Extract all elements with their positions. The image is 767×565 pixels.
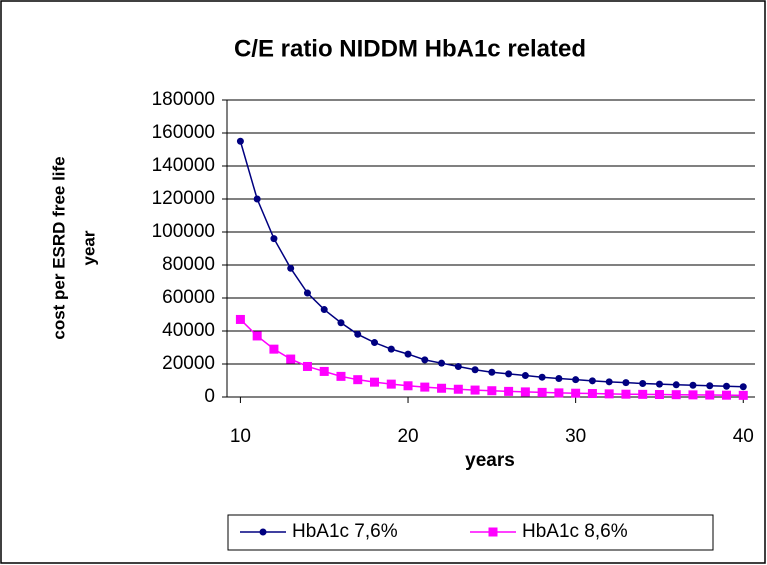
- marker: [252, 331, 262, 341]
- marker: [471, 366, 479, 374]
- chart-title: C/E ratio NIDDM HbA1c related: [234, 35, 586, 62]
- marker: [453, 384, 463, 394]
- marker: [621, 389, 631, 399]
- legend-label: HbA1c 7,6%: [292, 521, 398, 542]
- marker: [622, 379, 630, 387]
- marker: [521, 372, 529, 380]
- y-tick-label: 0: [204, 386, 215, 407]
- marker: [554, 388, 564, 398]
- marker: [505, 370, 513, 378]
- marker: [370, 377, 380, 387]
- y-tick-label: 40000: [162, 320, 215, 341]
- marker: [572, 376, 580, 384]
- marker: [538, 373, 546, 381]
- marker: [722, 390, 732, 400]
- x-axis-label: years: [465, 450, 515, 471]
- marker: [706, 382, 714, 390]
- marker: [269, 344, 279, 354]
- marker: [537, 387, 547, 397]
- marker: [387, 345, 395, 353]
- marker: [420, 382, 430, 392]
- marker: [688, 390, 698, 400]
- marker: [353, 375, 363, 385]
- y-tick-label: 120000: [152, 188, 215, 209]
- marker: [655, 380, 663, 388]
- legend-marker: [259, 528, 267, 536]
- x-tick-label: 40: [733, 426, 754, 447]
- marker: [319, 366, 329, 376]
- legend-marker: [488, 527, 498, 537]
- y-tick-label: 160000: [152, 122, 215, 143]
- marker: [236, 137, 244, 145]
- marker: [605, 378, 613, 386]
- marker: [438, 359, 446, 367]
- marker: [689, 381, 697, 389]
- x-tick-label: 20: [397, 426, 418, 447]
- legend-label: HbA1c 8,6%: [522, 521, 628, 542]
- marker: [303, 289, 311, 297]
- marker: [738, 390, 748, 400]
- marker: [672, 381, 680, 389]
- marker: [705, 390, 715, 400]
- y-tick-label: 80000: [162, 254, 215, 275]
- marker: [470, 385, 480, 395]
- marker: [555, 375, 563, 383]
- y-tick-label: 20000: [162, 353, 215, 374]
- marker: [723, 382, 731, 390]
- marker: [571, 388, 581, 398]
- marker: [520, 387, 530, 397]
- marker: [403, 381, 413, 391]
- marker: [286, 354, 296, 364]
- marker: [588, 377, 596, 385]
- marker: [638, 389, 648, 399]
- marker: [487, 386, 497, 396]
- y-tick-label: 180000: [152, 89, 215, 110]
- marker: [421, 356, 429, 364]
- marker: [253, 195, 261, 203]
- marker: [654, 390, 664, 400]
- marker: [386, 379, 396, 389]
- marker: [354, 330, 362, 338]
- y-tick-label: 100000: [152, 221, 215, 242]
- x-tick-label: 10: [230, 426, 251, 447]
- marker: [488, 368, 496, 376]
- marker: [454, 362, 462, 370]
- marker: [270, 235, 278, 243]
- y-axis-label: year: [79, 230, 98, 265]
- marker: [302, 361, 312, 371]
- marker: [404, 350, 412, 358]
- marker: [639, 379, 647, 387]
- y-tick-label: 140000: [152, 155, 215, 176]
- marker: [235, 314, 245, 324]
- marker: [337, 319, 345, 327]
- marker: [604, 389, 614, 399]
- marker: [320, 306, 328, 314]
- y-axis-label: cost per ESRD free life: [49, 156, 68, 339]
- marker: [437, 383, 447, 393]
- marker: [371, 339, 379, 347]
- marker: [671, 390, 681, 400]
- marker: [587, 389, 597, 399]
- marker: [287, 264, 295, 272]
- marker: [504, 386, 514, 396]
- x-tick-label: 30: [565, 426, 586, 447]
- marker: [336, 371, 346, 381]
- y-tick-label: 60000: [162, 287, 215, 308]
- marker: [739, 383, 747, 391]
